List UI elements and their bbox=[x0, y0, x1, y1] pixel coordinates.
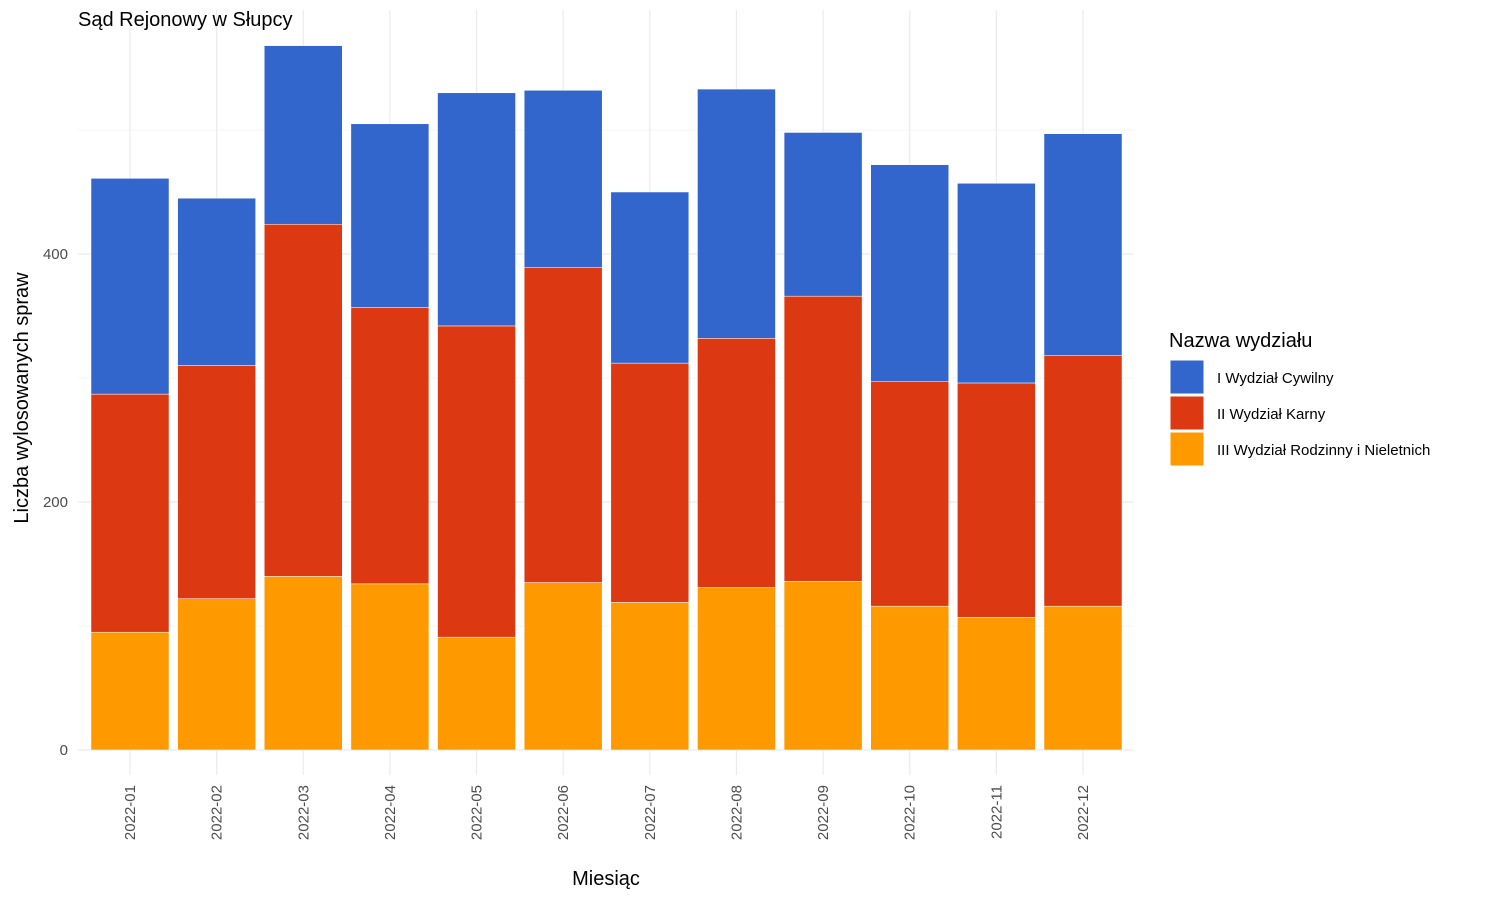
bar-segment-3 bbox=[697, 88, 776, 339]
x-tick-label: 2022-11 bbox=[988, 785, 1005, 839]
bar-segment-3 bbox=[350, 123, 430, 308]
legend-title: Nazwa wydziału bbox=[1169, 330, 1312, 352]
bar-segment-1 bbox=[523, 582, 603, 751]
bar-segment-3 bbox=[1043, 133, 1123, 356]
x-tick-label: 2022-04 bbox=[382, 785, 399, 840]
y-tick-label: 0 bbox=[60, 742, 68, 759]
legend-label: II Wydział Karny bbox=[1217, 406, 1326, 423]
x-tick-label: 2022-09 bbox=[815, 785, 832, 840]
bar-segment-2 bbox=[697, 338, 776, 588]
bar-segment-3 bbox=[264, 45, 343, 225]
bar-segment-1 bbox=[957, 617, 1036, 751]
y-tick-label: 400 bbox=[43, 246, 68, 263]
x-tick-label: 2022-08 bbox=[728, 785, 745, 840]
bar-segment-1 bbox=[350, 583, 430, 751]
bar-segment-2 bbox=[1043, 355, 1123, 607]
x-tick-label: 2022-07 bbox=[642, 785, 659, 840]
x-tick-label: 2022-05 bbox=[469, 785, 486, 840]
bar-segment-1 bbox=[90, 631, 170, 751]
y-axis-ticks: 0 200 400 bbox=[43, 246, 68, 759]
bar-segment-1 bbox=[697, 587, 776, 751]
x-tick-label: 2022-03 bbox=[295, 785, 312, 840]
bar-segment-3 bbox=[177, 197, 256, 366]
bar-segment-2 bbox=[610, 362, 690, 603]
bar-segment-2 bbox=[783, 295, 863, 582]
chart-title: Sąd Rejonowy w Słupcy bbox=[78, 9, 293, 31]
bar-segment-2 bbox=[350, 307, 430, 585]
bar-segment-2 bbox=[957, 382, 1036, 618]
legend-label: III Wydział Rodzinny i Nieletnich bbox=[1217, 442, 1430, 459]
legend: Nazwa wydziału I Wydział Cywilny II Wydzi… bbox=[1169, 330, 1430, 467]
x-tick-label: 2022-02 bbox=[209, 785, 226, 840]
bar-segment-1 bbox=[437, 636, 516, 751]
bar-segment-1 bbox=[1043, 605, 1123, 751]
legend-key bbox=[1169, 431, 1205, 467]
bar-segment-1 bbox=[264, 576, 343, 751]
legend-label: I Wydział Cywilny bbox=[1217, 370, 1334, 387]
bar-segment-3 bbox=[90, 178, 170, 395]
bar-segment-2 bbox=[437, 325, 516, 638]
bar-segment-3 bbox=[437, 92, 516, 327]
bar-segment-2 bbox=[264, 223, 343, 577]
bar-segment-3 bbox=[783, 132, 863, 297]
bar-segment-3 bbox=[870, 164, 949, 382]
legend-items: I Wydział Cywilny II Wydział Karny III Wyd… bbox=[1169, 359, 1430, 467]
bar-segment-2 bbox=[870, 381, 949, 607]
x-tick-label: 2022-01 bbox=[122, 785, 139, 840]
bar-segment-2 bbox=[177, 365, 256, 599]
legend-key bbox=[1169, 359, 1205, 395]
bar-segment-1 bbox=[610, 602, 690, 751]
x-axis-ticks: 2022-01 2022-02 2022-03 2022-04 2022-05 2022-… bbox=[122, 785, 1092, 840]
bar-segment-1 bbox=[870, 605, 949, 751]
bar-segment-1 bbox=[177, 598, 256, 751]
bar-segment-3 bbox=[523, 90, 603, 268]
bar-segment-3 bbox=[610, 191, 690, 364]
x-tick-label: 2022-12 bbox=[1075, 785, 1092, 840]
bar-segment-2 bbox=[523, 267, 603, 583]
legend-key bbox=[1169, 395, 1205, 431]
bar-segment-3 bbox=[957, 183, 1036, 384]
y-axis-title: Liczba wylosowanych spraw bbox=[11, 272, 33, 524]
y-tick-label: 200 bbox=[43, 494, 68, 511]
bars bbox=[90, 45, 1123, 751]
x-tick-label: 2022-10 bbox=[902, 785, 919, 840]
x-axis-title: Miesiąc bbox=[572, 868, 640, 890]
bar-segment-1 bbox=[783, 581, 863, 751]
x-tick-label: 2022-06 bbox=[555, 785, 572, 840]
bar-segment-2 bbox=[90, 393, 170, 633]
